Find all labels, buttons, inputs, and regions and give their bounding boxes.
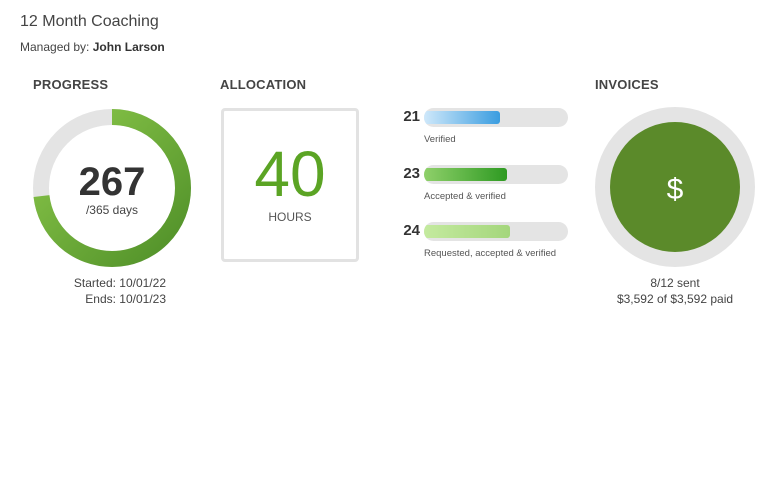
invoices-sent: 8/12 sent bbox=[650, 276, 700, 290]
allocation-heading: ALLOCATION bbox=[220, 77, 307, 92]
invoices-disc bbox=[610, 122, 740, 252]
dollar-icon: $ bbox=[667, 173, 684, 206]
allocation-box: 40 HOURS bbox=[221, 108, 359, 262]
bar-fill bbox=[424, 168, 507, 181]
bar-count: 23 bbox=[403, 165, 420, 182]
bar-count: 21 bbox=[403, 108, 420, 125]
invoices-heading: INVOICES bbox=[595, 77, 659, 92]
progress-heading: PROGRESS bbox=[33, 77, 109, 92]
bar-label: Verified bbox=[424, 134, 456, 145]
manager-name[interactable]: John Larson bbox=[92, 40, 165, 54]
page-title: 12 Month Coaching bbox=[20, 13, 159, 30]
allocation-value: 40 bbox=[254, 138, 326, 210]
invoices-summary: 8/12 sent $3,592 of $3,592 paid bbox=[590, 275, 760, 307]
managed-by-prefix: Managed by: bbox=[20, 40, 90, 54]
end-date: Ends: 10/01/23 bbox=[85, 292, 166, 306]
invoices-ring-graphic: $ bbox=[595, 107, 755, 267]
allocation-unit: HOURS bbox=[268, 210, 312, 224]
bar-label: Requested, accepted & verified bbox=[424, 248, 557, 259]
progress-arc bbox=[33, 109, 191, 267]
bar-fill bbox=[424, 225, 511, 238]
progress-donut: 267 /365 days bbox=[32, 108, 192, 268]
managed-by: Managed by: John Larson bbox=[20, 40, 165, 54]
progress-donut-chart bbox=[33, 109, 191, 267]
bar-track bbox=[424, 165, 568, 184]
bar-fill bbox=[424, 111, 500, 124]
bar-count: 24 bbox=[403, 222, 420, 239]
bar-track bbox=[424, 222, 568, 241]
invoices-paid: $3,592 of $3,592 paid bbox=[616, 292, 734, 306]
start-date: Started: 10/01/22 bbox=[73, 276, 166, 290]
bar-track bbox=[424, 108, 568, 127]
progress-dates: Started: 10/01/22 Ends: 10/01/23 bbox=[40, 275, 166, 307]
bar-label: Accepted & verified bbox=[424, 191, 506, 202]
progress-days-total: /365 days bbox=[85, 203, 139, 217]
progress-days-elapsed: 267 bbox=[78, 160, 146, 204]
invoices-ring[interactable]: $ bbox=[595, 107, 755, 267]
